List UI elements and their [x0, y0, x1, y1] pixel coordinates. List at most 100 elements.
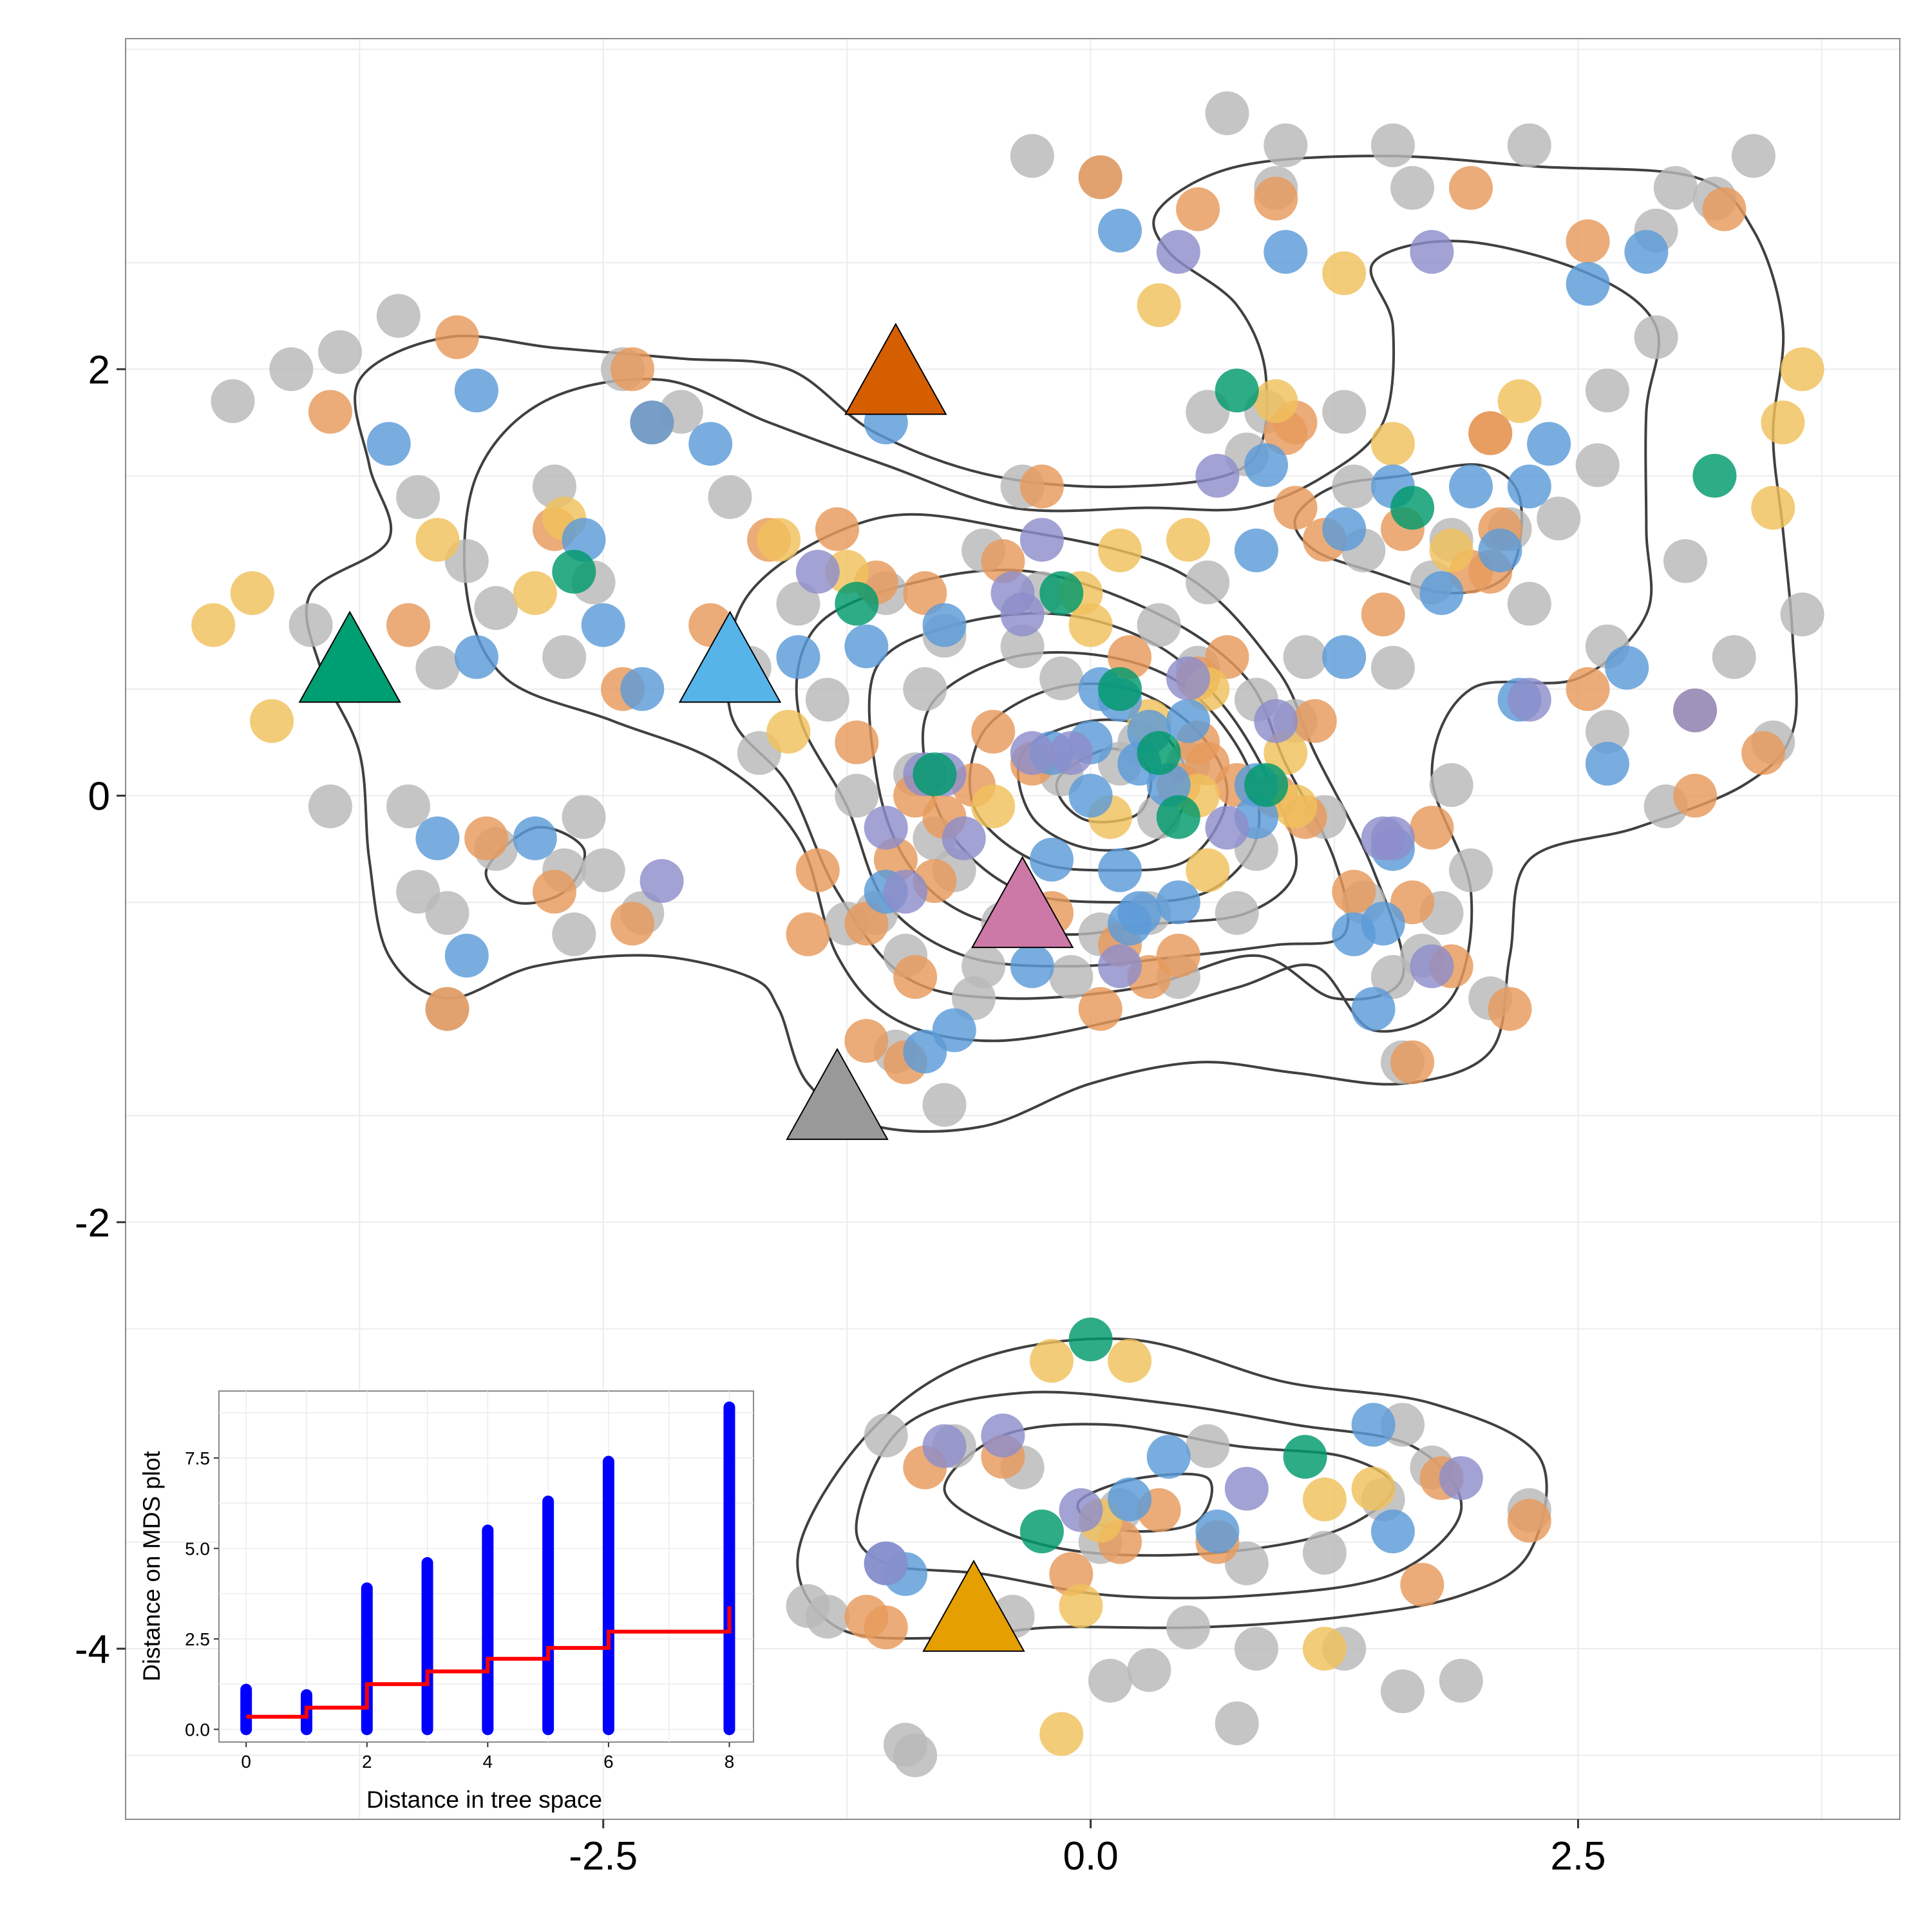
point-yellow — [1751, 486, 1795, 530]
point-purple — [1010, 731, 1054, 775]
point-yellow — [1351, 1466, 1396, 1511]
point-grey — [1585, 368, 1629, 413]
point-grey — [1712, 635, 1756, 679]
point-orange — [1293, 699, 1337, 743]
point-grey — [776, 582, 820, 626]
point-grey — [396, 475, 440, 519]
point-yellow — [1098, 528, 1142, 573]
y-tick-label: 2 — [88, 348, 110, 392]
inset-x-tick-label: 6 — [603, 1752, 614, 1772]
point-skyblue — [454, 368, 498, 413]
inset-x-tick-label: 8 — [724, 1752, 735, 1772]
point-grey — [425, 891, 469, 935]
point-orange — [1488, 987, 1532, 1031]
point-grey — [1332, 464, 1376, 509]
point-grey — [1731, 134, 1776, 178]
point-grey — [386, 784, 430, 829]
point-yellow — [1429, 528, 1473, 573]
point-grey — [1302, 1531, 1347, 1575]
point-yellow — [971, 784, 1016, 829]
x-tick-label: 0.0 — [1063, 1834, 1118, 1879]
point-orange — [1410, 806, 1454, 850]
point-skyblue — [513, 816, 557, 860]
point-green — [1283, 1435, 1327, 1479]
point-grey — [1370, 123, 1415, 167]
inset-x-tick-label: 4 — [483, 1752, 493, 1772]
point-purple — [864, 1541, 908, 1586]
point-purple — [1166, 656, 1210, 701]
y-tick-label: 0 — [88, 775, 110, 819]
point-grey — [1322, 390, 1367, 434]
inset-y-axis-title: Distance on MDS plot — [138, 1450, 165, 1681]
inset-y-tick-label: 5.0 — [185, 1539, 210, 1558]
point-skyblue — [1419, 571, 1464, 615]
point-grey — [1653, 166, 1698, 210]
point-grey — [1381, 1669, 1425, 1714]
point-yellow — [766, 710, 811, 754]
point-orange — [1507, 1499, 1551, 1543]
point-orange — [308, 390, 352, 434]
point-green — [1156, 795, 1200, 839]
point-green — [1039, 571, 1084, 615]
point-orange — [1390, 1040, 1435, 1084]
point-skyblue — [1098, 209, 1142, 252]
point-skyblue — [630, 401, 674, 444]
point-purple — [1059, 1488, 1103, 1532]
point-skyblue — [922, 603, 967, 647]
point-grey — [542, 635, 587, 679]
point-green — [1068, 1317, 1113, 1361]
point-orange — [611, 902, 655, 946]
point-orange — [1078, 155, 1122, 200]
inset-x-tick-label: 2 — [362, 1752, 372, 1772]
point-skyblue — [1068, 773, 1113, 818]
point-grey — [1215, 1701, 1259, 1745]
point-orange — [1400, 1562, 1444, 1607]
point-yellow — [1302, 1477, 1347, 1522]
point-orange — [971, 710, 1016, 754]
point-orange — [1673, 773, 1718, 818]
point-orange — [844, 902, 889, 946]
centroid-markers — [298, 323, 1074, 1652]
point-yellow — [1302, 1627, 1347, 1671]
point-yellow — [1137, 283, 1181, 327]
point-grey — [1634, 315, 1678, 359]
point-purple — [884, 869, 927, 914]
point-yellow — [1322, 251, 1367, 296]
point-grey — [805, 677, 849, 722]
point-yellow — [1254, 379, 1298, 423]
contour-line-upper-mid — [462, 240, 1660, 1043]
point-skyblue — [444, 933, 489, 978]
point-skyblue — [1098, 848, 1142, 893]
point-purple — [1195, 453, 1240, 498]
point-yellow — [1497, 379, 1542, 423]
point-purple — [1049, 731, 1094, 775]
point-skyblue — [1322, 635, 1367, 679]
point-purple — [864, 806, 908, 850]
point-purple — [1224, 1466, 1269, 1511]
y-tick-label: -2 — [75, 1201, 110, 1245]
point-skyblue — [1527, 422, 1571, 466]
point-purple — [1019, 518, 1064, 562]
point-purple — [795, 549, 840, 594]
point-purple — [1410, 230, 1454, 274]
point-grey — [1127, 1648, 1171, 1692]
point-grey — [1780, 592, 1824, 637]
centroid-triangle-orange — [922, 1559, 1025, 1652]
point-skyblue — [1585, 741, 1629, 786]
point-skyblue — [1449, 464, 1493, 509]
point-grey — [474, 586, 518, 630]
point-grey — [1390, 166, 1435, 210]
point-yellow — [1108, 1339, 1152, 1383]
point-yellow — [415, 518, 460, 562]
y-tick-label: -4 — [75, 1627, 110, 1672]
point-green — [913, 752, 957, 797]
point-skyblue — [1624, 230, 1669, 274]
point-grey — [1215, 891, 1259, 935]
point-grey — [1507, 123, 1551, 167]
point-green — [1137, 731, 1181, 775]
point-purple — [1507, 677, 1551, 722]
point-orange — [533, 869, 576, 914]
point-green — [1215, 368, 1259, 413]
point-purple — [1439, 1456, 1483, 1501]
point-purple — [1156, 230, 1200, 274]
